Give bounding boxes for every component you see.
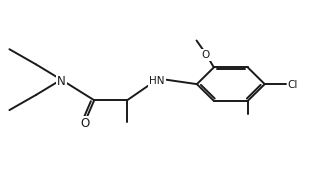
Text: Cl: Cl: [288, 80, 298, 90]
Text: N: N: [57, 75, 66, 88]
Text: O: O: [202, 50, 210, 60]
Text: O: O: [80, 117, 89, 130]
Text: HN: HN: [149, 76, 165, 86]
